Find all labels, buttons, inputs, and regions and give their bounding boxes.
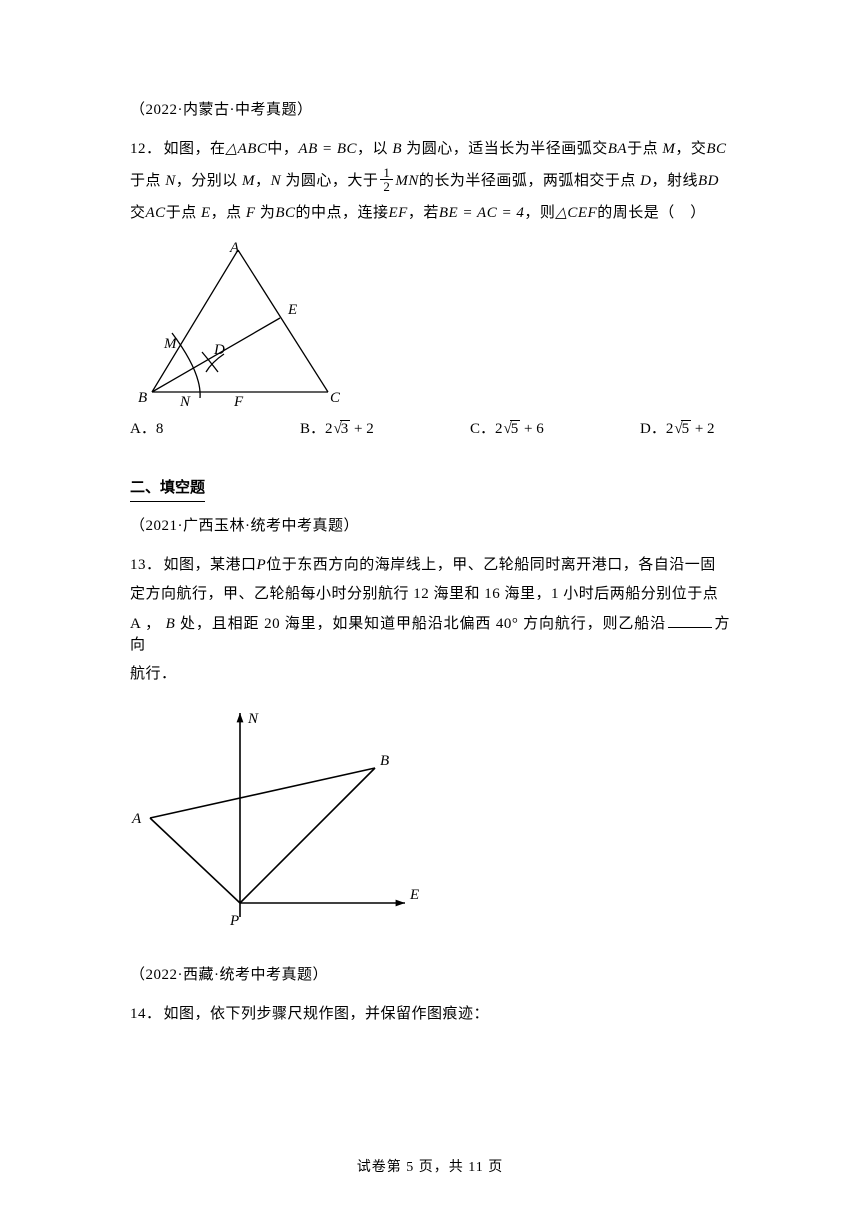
q13-line2: 定方向航行，甲、乙轮船每小时分别航行 12 海里和 16 海里，1 小时后两船分… <box>130 584 730 605</box>
option-d[interactable]: D．25 + 2 <box>640 419 715 440</box>
section-2-heading: 二、填空题 <box>130 478 205 502</box>
option-c[interactable]: C．25 + 6 <box>470 419 640 440</box>
svg-text:B: B <box>380 753 389 769</box>
q12-figure: A B C E M N F D <box>130 242 730 407</box>
fraction-half: 12 <box>380 166 393 193</box>
q12-triangle-svg: A B C E M N F D <box>130 242 340 407</box>
q12-line3: 交AC于点 E，点 F 为BC的中点，连接EF，若BE = AC = 4，则△C… <box>130 203 730 224</box>
option-a[interactable]: A．8 <box>130 419 300 440</box>
svg-text:N: N <box>247 711 259 727</box>
fill-blank[interactable] <box>668 613 712 628</box>
svg-text:C: C <box>330 390 340 406</box>
q13-source: （2021·广西玉林·统考中考真题） <box>130 516 730 537</box>
svg-text:P: P <box>229 913 239 929</box>
page-footer: 试卷第 5 页，共 11 页 <box>0 1158 860 1178</box>
q13-line4: 航行． <box>130 664 730 685</box>
q12-source: （2022·内蒙古·中考真题） <box>130 100 730 121</box>
q13-figure: P N E A B <box>130 703 730 943</box>
q13-line1: 13．如图，某港口P位于东西方向的海岸线上，甲、乙轮船同时离开港口，各自沿一固 <box>130 555 730 576</box>
option-b[interactable]: B．23 + 2 <box>300 419 470 440</box>
svg-text:F: F <box>233 394 244 407</box>
svg-text:A: A <box>229 242 240 256</box>
svg-text:E: E <box>287 302 297 318</box>
q12-line2: 于点 N，分别以 M，N 为圆心，大于12MN的长为半径画弧，两弧相交于点 D，… <box>130 168 730 195</box>
svg-text:D: D <box>213 342 225 358</box>
svg-text:E: E <box>409 887 419 903</box>
q13-compass-svg: P N E A B <box>130 703 430 943</box>
q14-source: （2022·西藏·统考中考真题） <box>130 965 730 986</box>
q14-line1: 14．如图，依下列步骤尺规作图，并保留作图痕迹： <box>130 1004 730 1025</box>
svg-text:A: A <box>131 811 142 827</box>
svg-text:B: B <box>138 390 147 406</box>
svg-text:N: N <box>179 394 191 407</box>
q12-options: A．8 B．23 + 2 C．25 + 6 D．25 + 2 <box>130 419 730 440</box>
svg-text:M: M <box>163 336 178 352</box>
q13-line3: A ， B 处，且相距 20 海里，如果知道甲船沿北偏西 40° 方向航行，则乙… <box>130 613 730 656</box>
q12-line1: 12．如图，在△ABC中，AB = BC，以 B 为圆心，适当长为半径画弧交BA… <box>130 139 730 160</box>
